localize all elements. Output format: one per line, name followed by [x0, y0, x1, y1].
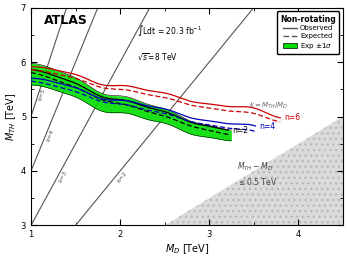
Text: n=2: n=2: [232, 126, 248, 135]
Legend: Observed, Expected, Exp $\pm 1\sigma$: Observed, Expected, Exp $\pm 1\sigma$: [277, 11, 339, 54]
Text: $M_{TH}-M_{D}$
$\leq 0.5$ TeV: $M_{TH}-M_{D}$ $\leq 0.5$ TeV: [237, 160, 277, 187]
Text: n=4: n=4: [259, 121, 275, 131]
Text: k=5: k=5: [38, 88, 46, 101]
Text: k=3: k=3: [58, 170, 68, 183]
Text: $\int$Ldt = 20.3 fb$^{-1}$: $\int$Ldt = 20.3 fb$^{-1}$: [137, 23, 202, 38]
Polygon shape: [164, 116, 343, 225]
Y-axis label: $M_{TH}$ [TeV]: $M_{TH}$ [TeV]: [4, 92, 18, 141]
X-axis label: $M_{D}$ [TeV]: $M_{D}$ [TeV]: [164, 242, 209, 256]
Text: ATLAS: ATLAS: [43, 14, 87, 27]
Text: k=2: k=2: [116, 170, 128, 184]
Text: $k = M_{TH}/M_{D}$: $k = M_{TH}/M_{D}$: [249, 101, 289, 112]
Text: k=4: k=4: [45, 128, 55, 142]
Text: n=6: n=6: [284, 113, 300, 122]
Text: $\sqrt{s}$=8 TeV: $\sqrt{s}$=8 TeV: [137, 51, 178, 62]
